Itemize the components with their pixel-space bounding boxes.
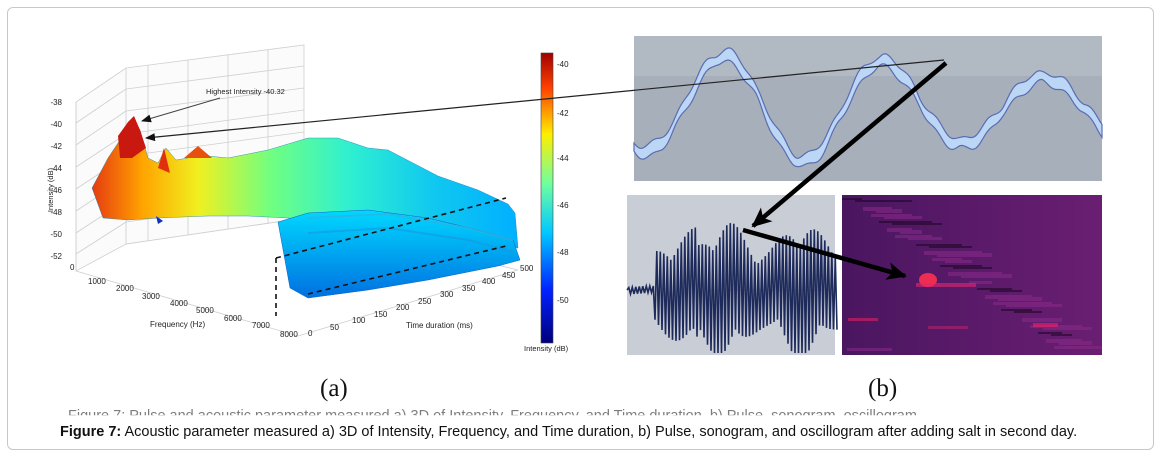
connector-arrow [145, 59, 945, 142]
y-tick: 0 [308, 329, 313, 338]
x-tick: 5000 [196, 306, 214, 315]
x-tick: 0 [70, 263, 75, 272]
z-axis-label: Intensity (dB) [46, 167, 55, 212]
z-axis: -38 -40 -42 -44 -46 -48 -50 -52 Intensit… [46, 98, 63, 261]
y-tick: 450 [502, 271, 516, 280]
z-tick: -48 [50, 208, 62, 217]
x-axis-frequency: 0 1000 2000 3000 4000 5000 6000 7000 800… [70, 263, 298, 339]
figure-frame: Highest Intensity -40.32 -38 -40 -42 -44… [7, 7, 1154, 450]
oscillogram [633, 36, 1103, 181]
highest-intensity-annotation: Highest Intensity -40.32 [206, 87, 285, 96]
z-tick: -50 [50, 230, 62, 239]
figure-caption: Figure 7: Acoustic parameter measured a)… [60, 424, 1153, 440]
y-tick: 350 [462, 284, 476, 293]
y-axis-time: 0 50 100 150 200 250 300 350 400 450 500… [308, 264, 534, 338]
dashed-projection-lines [275, 197, 507, 316]
colorbar-tick: -40 [557, 60, 569, 69]
z-tick: -52 [50, 252, 62, 261]
caption-figure-label: Figure 7: [60, 424, 122, 440]
z-tick: -40 [50, 120, 62, 129]
x-tick: 3000 [142, 292, 160, 301]
z-tick: -46 [50, 186, 62, 195]
y-tick: 200 [396, 303, 410, 312]
z-tick: -38 [50, 98, 62, 107]
z-tick: -42 [50, 142, 62, 151]
sonogram [842, 195, 1102, 355]
x-tick: 2000 [116, 284, 134, 293]
panel-a-label: (a) [320, 375, 348, 402]
y-tick: 250 [418, 297, 432, 306]
pulse-waveform [626, 195, 838, 355]
figure-canvas: Highest Intensity -40.32 -38 -40 -42 -44… [46, 36, 1103, 355]
annotation-arrow [141, 97, 221, 123]
x-axis-label: Frequency (Hz) [150, 320, 205, 329]
colorbar-tick: -50 [557, 296, 569, 305]
colorbar-tick: -44 [557, 154, 569, 163]
caption-text: Acoustic parameter measured a) 3D of Int… [121, 424, 1078, 440]
panel-b [626, 36, 1103, 355]
y-tick: 300 [440, 290, 454, 299]
colorbar-label: Intensity (dB) [524, 344, 569, 353]
colorbar-tick: -42 [557, 109, 569, 118]
x-tick: 6000 [224, 314, 242, 323]
z-tick: -44 [50, 164, 62, 173]
colorbar-tick: -46 [557, 201, 569, 210]
x-tick: 1000 [88, 277, 106, 286]
oscillogram-envelope [633, 47, 1103, 168]
y-axis-label: Time duration (ms) [406, 321, 473, 330]
y-tick: 100 [352, 316, 366, 325]
colorbar-tick: -48 [557, 248, 569, 257]
intensity-surface [91, 116, 521, 299]
y-tick: 500 [520, 264, 534, 273]
x-tick: 4000 [170, 299, 188, 308]
caption-ghost-text: Figure 7: Pulse and acoustic parameter m… [68, 408, 917, 424]
y-tick: 150 [374, 310, 388, 319]
panel-b-arrows [742, 61, 948, 280]
panel-b-label: (b) [868, 375, 898, 402]
x-tick: 8000 [280, 330, 298, 339]
y-tick: 50 [330, 323, 339, 332]
colorbar: -40 -42 -44 -46 -48 -50 Intensity (dB) [524, 52, 569, 353]
panel-a-3d-plot: Highest Intensity -40.32 -38 -40 -42 -44… [46, 44, 569, 353]
y-tick: 400 [482, 277, 496, 286]
x-tick: 7000 [252, 321, 270, 330]
